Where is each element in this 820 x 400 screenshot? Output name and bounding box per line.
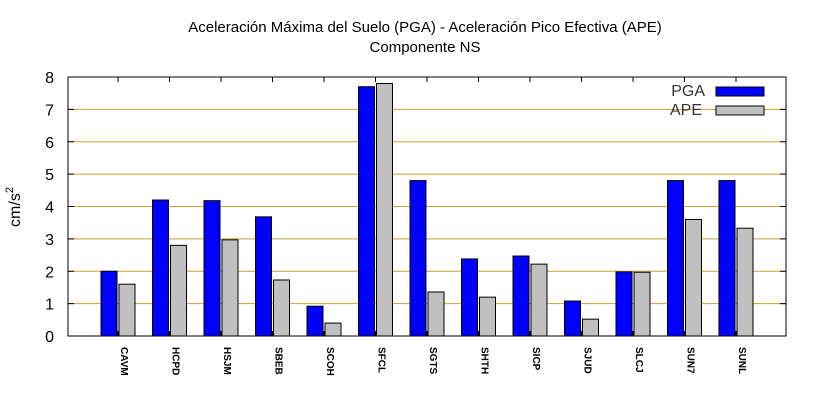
y-tick-label: 3 [45, 232, 54, 249]
chart-subtitle: Componente NS [370, 39, 481, 56]
x-tick-label: SHTH [479, 347, 490, 374]
legend-label-pga: PGA [671, 83, 705, 100]
bar-pga-sun7 [667, 180, 684, 337]
bar-ape-sbeb [273, 279, 290, 337]
y-ticks: 0 1 2 3 4 5 6 7 8 [45, 70, 786, 346]
x-tick-label: SBEB [273, 347, 284, 375]
y-tick-label: 5 [45, 167, 54, 184]
y-axis-label-exponent: 2 [4, 187, 16, 193]
bar-ape-sicp [530, 263, 548, 337]
y-tick-label: 7 [45, 102, 54, 119]
bar-ape-hcpd [170, 244, 187, 337]
bar-ape-cavm [118, 283, 136, 337]
bar-ape-sjud [582, 318, 599, 337]
chart-title: Aceleración Máxima del Suelo (PGA) - Ace… [188, 19, 662, 36]
x-tick-label: SFCL [376, 347, 387, 373]
y-axis-label: cm/s2 [4, 187, 24, 227]
legend-swatch-pga [715, 86, 765, 97]
x-tick-label: SCOH [324, 347, 335, 376]
x-tick-label: HCPD [170, 347, 181, 375]
y-tick-label: 0 [45, 329, 54, 346]
bar-pga-sunl [718, 180, 736, 337]
bar-ape-sfcl [376, 82, 393, 337]
y-tick-label: 6 [45, 135, 54, 152]
bar-ape-sunl [736, 227, 754, 337]
bar-pga-sbeb [255, 216, 272, 337]
bar-ape-hsjm [221, 239, 239, 337]
bar-pga-slcj [615, 271, 633, 337]
x-tick-label: SJUD [582, 347, 593, 374]
x-tick-label: HSJM [221, 347, 232, 375]
bar-pga-shth [461, 258, 478, 337]
bar-ape-shth [479, 296, 496, 337]
bars [100, 82, 754, 337]
bar-pga-sgts [409, 180, 427, 337]
grid-lines [68, 108, 786, 305]
bar-pga-sjud [564, 300, 581, 337]
bar-pga-hcpd [152, 199, 169, 337]
bar-ape-sgts [427, 291, 445, 337]
y-tick-label: 8 [45, 70, 54, 87]
legend-swatch-ape [715, 105, 765, 116]
bar-pga-sfcl [358, 86, 375, 337]
x-tick-label: CAVM [118, 347, 129, 376]
bar-ape-sun7 [685, 218, 702, 337]
y-tick-label: 2 [45, 264, 54, 281]
y-tick-label: 1 [45, 297, 54, 314]
x-tick-label: SUNL [736, 347, 747, 374]
bar-pga-hsjm [203, 200, 221, 337]
bar-ape-slcj [633, 271, 651, 337]
bar-pga-cavm [100, 270, 118, 337]
legend-label-ape: APE [670, 102, 702, 119]
bar-pga-scoh [306, 305, 324, 337]
y-tick-label: 4 [45, 200, 54, 217]
bar-pga-sicp [512, 255, 530, 337]
bar-ape-scoh [324, 322, 342, 337]
x-ticks: CAVM HCPD HSJM SBEB SCOH SFCL SGTS SHTH SICP SJUD… [117, 77, 747, 376]
x-tick-label: SLCJ [633, 347, 644, 373]
legend: PGA APE [670, 83, 765, 119]
y-axis-label-unit: cm/s [7, 193, 24, 227]
x-tick-label: SICP [530, 347, 541, 371]
x-tick-label: SUN7 [685, 347, 696, 374]
x-tick-label: SGTS [427, 347, 438, 375]
